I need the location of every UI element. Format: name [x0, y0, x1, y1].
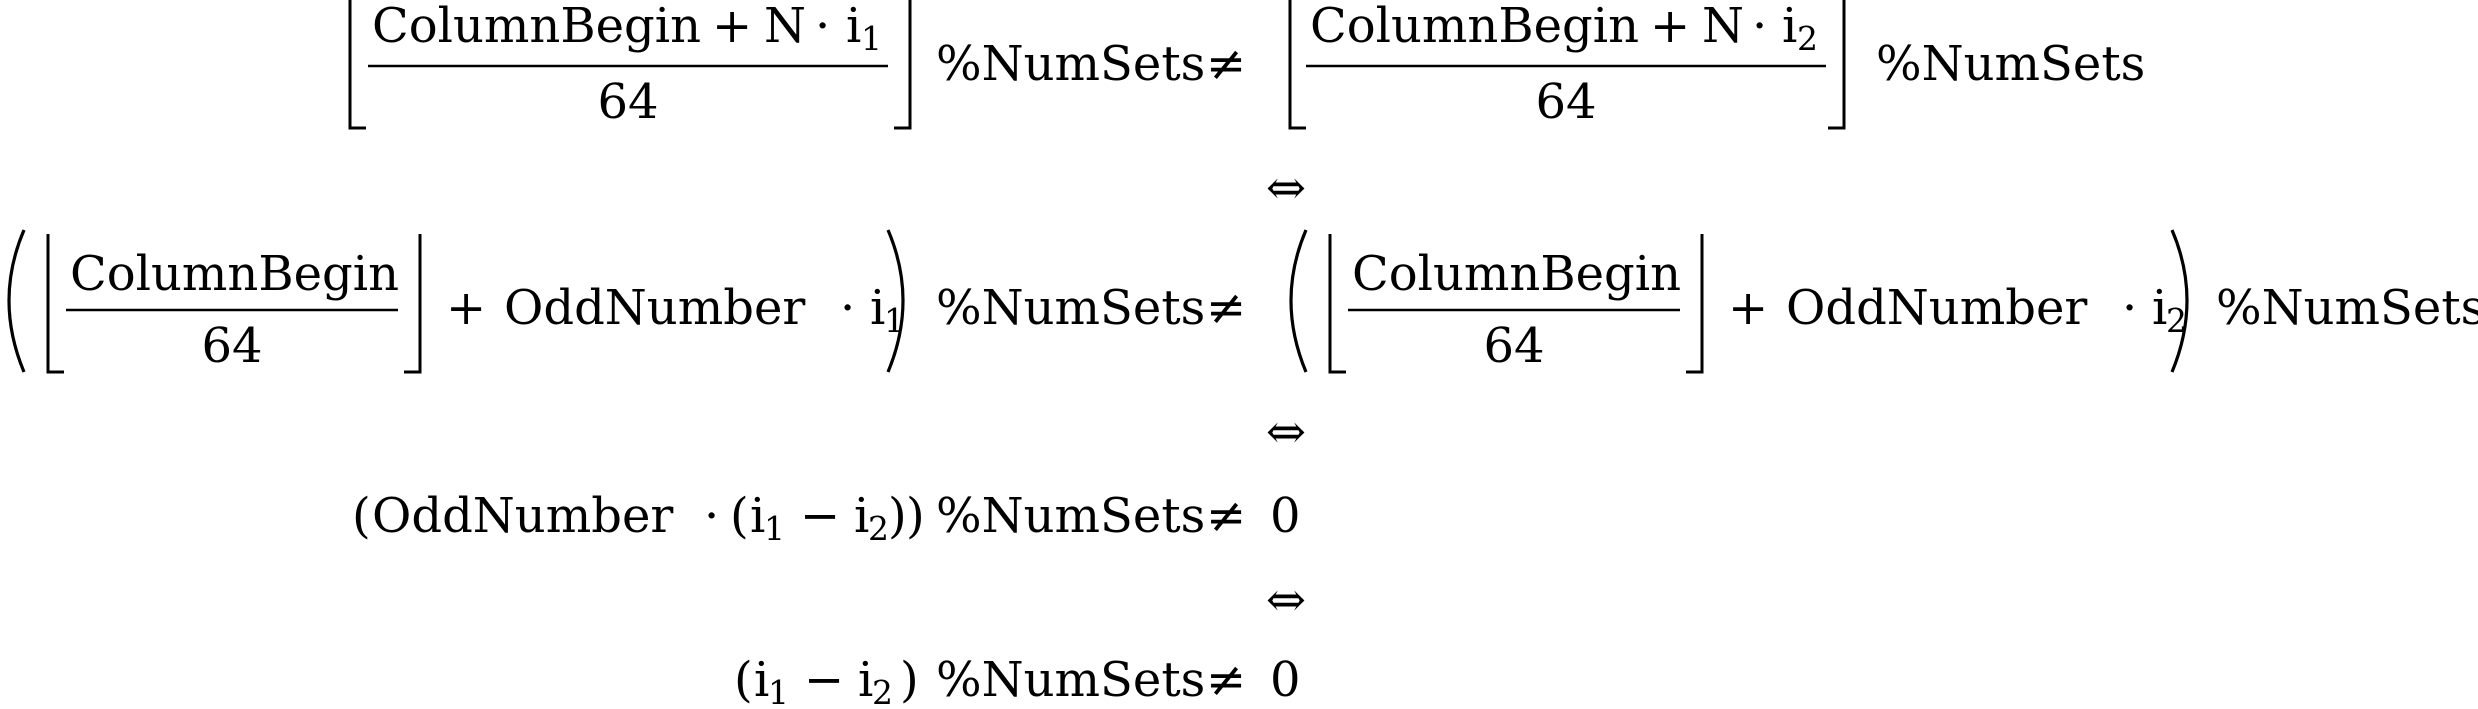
i-term: i — [2152, 280, 2167, 336]
subscript-two: 2 — [1797, 19, 1818, 58]
paren-left: ( — [734, 652, 753, 708]
cdot-sign: · — [840, 280, 855, 336]
floor-bracket-right — [1686, 234, 1704, 374]
paren-left: ( — [730, 488, 749, 544]
numerator-column-begin: ColumnBegin — [372, 0, 701, 54]
not-equal-sign: ≠ — [1206, 36, 1246, 92]
subscript-one: 1 — [861, 19, 882, 58]
paren-right — [886, 229, 905, 373]
paren-right — [2170, 229, 2189, 373]
equation-line-3: ( OddNumber · ( i 1 − i 2 ) ) %NumSets ≠… — [352, 488, 1301, 548]
num-sets-term: %NumSets — [936, 652, 1205, 708]
odd-number-term: OddNumber — [1786, 280, 2087, 336]
cdot-sign: · — [2122, 280, 2137, 336]
not-equal-sign: ≠ — [1206, 280, 1246, 336]
i-term: i — [750, 488, 765, 544]
denominator-64: 64 — [597, 74, 658, 130]
odd-number-term: OddNumber — [372, 488, 673, 544]
num-sets-term: %NumSets — [936, 36, 1205, 92]
iff-arrow: ⇔ — [1266, 404, 1306, 460]
equation-line-1: ColumnBegin + N · i 1 64 %NumSets ≠ Colu… — [348, 0, 2145, 130]
odd-number-term: OddNumber — [504, 280, 805, 336]
subscript-two: 2 — [2166, 301, 2187, 340]
subscript-two: 2 — [872, 673, 893, 709]
paren-right: ) — [888, 488, 907, 544]
paren-right: ) — [900, 652, 919, 708]
numerator-column-begin: ColumnBegin — [1352, 246, 1681, 302]
cdot-sign: · — [815, 0, 830, 54]
plus-sign: + — [1650, 0, 1690, 54]
minus-sign: − — [804, 652, 844, 708]
i-term: i — [846, 0, 861, 54]
equation-line-4: ( i 1 − i 2 ) %NumSets ≠ 0 — [734, 652, 1301, 709]
plus-sign: + — [712, 0, 752, 54]
floor-bracket-left — [1288, 0, 1306, 130]
plus-sign: + — [1728, 280, 1768, 336]
num-sets-term: %NumSets — [936, 488, 1205, 544]
subscript-two: 2 — [868, 509, 889, 548]
i-term: i — [870, 280, 885, 336]
n-term: N — [764, 0, 806, 54]
denominator-64: 64 — [1483, 318, 1544, 374]
subscript-one: 1 — [764, 509, 785, 548]
denominator-64: 64 — [1535, 74, 1596, 130]
equation-line-2: ColumnBegin 64 + OddNumber · i 1 %NumSet… — [7, 229, 2478, 374]
floor-bracket-left — [348, 0, 366, 130]
denominator-64: 64 — [201, 318, 262, 374]
not-equal-sign: ≠ — [1206, 652, 1246, 708]
paren-left — [1289, 229, 1308, 373]
iff-arrow: ⇔ — [1266, 160, 1306, 216]
floor-bracket-left — [46, 234, 64, 374]
floor-bracket-right — [404, 234, 422, 374]
i-term: i — [858, 652, 873, 708]
minus-sign: − — [800, 488, 840, 544]
paren-left — [7, 229, 26, 373]
not-equal-sign: ≠ — [1206, 488, 1246, 544]
cdot-sign: · — [1752, 0, 1767, 54]
subscript-one: 1 — [768, 673, 789, 709]
paren-left: ( — [352, 488, 371, 544]
i-term: i — [854, 488, 869, 544]
zero-value: 0 — [1270, 488, 1301, 544]
num-sets-term: %NumSets — [936, 280, 1205, 336]
numerator-column-begin: ColumnBegin — [1310, 0, 1639, 54]
i-term: i — [754, 652, 769, 708]
cdot-sign: · — [704, 488, 719, 544]
i-term: i — [1782, 0, 1797, 54]
num-sets-term: %NumSets — [2216, 280, 2478, 336]
floor-bracket-left — [1328, 234, 1346, 374]
num-sets-term: %NumSets — [1876, 36, 2145, 92]
n-term: N — [1702, 0, 1744, 54]
floor-bracket-right — [894, 0, 912, 130]
numerator-column-begin: ColumnBegin — [70, 246, 399, 302]
zero-value: 0 — [1270, 652, 1301, 708]
plus-sign: + — [446, 280, 486, 336]
iff-arrow: ⇔ — [1266, 572, 1306, 628]
paren-right: ) — [906, 488, 925, 544]
floor-bracket-right — [1828, 0, 1846, 130]
